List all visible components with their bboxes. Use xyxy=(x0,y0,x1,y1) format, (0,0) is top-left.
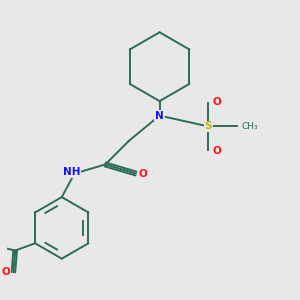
Text: O: O xyxy=(2,267,11,277)
Text: CH₃: CH₃ xyxy=(242,122,258,131)
Text: NH: NH xyxy=(63,167,80,177)
Text: O: O xyxy=(212,97,221,107)
Text: O: O xyxy=(139,169,148,178)
Text: S: S xyxy=(205,122,212,131)
Text: O: O xyxy=(212,146,221,156)
Text: N: N xyxy=(155,111,164,121)
